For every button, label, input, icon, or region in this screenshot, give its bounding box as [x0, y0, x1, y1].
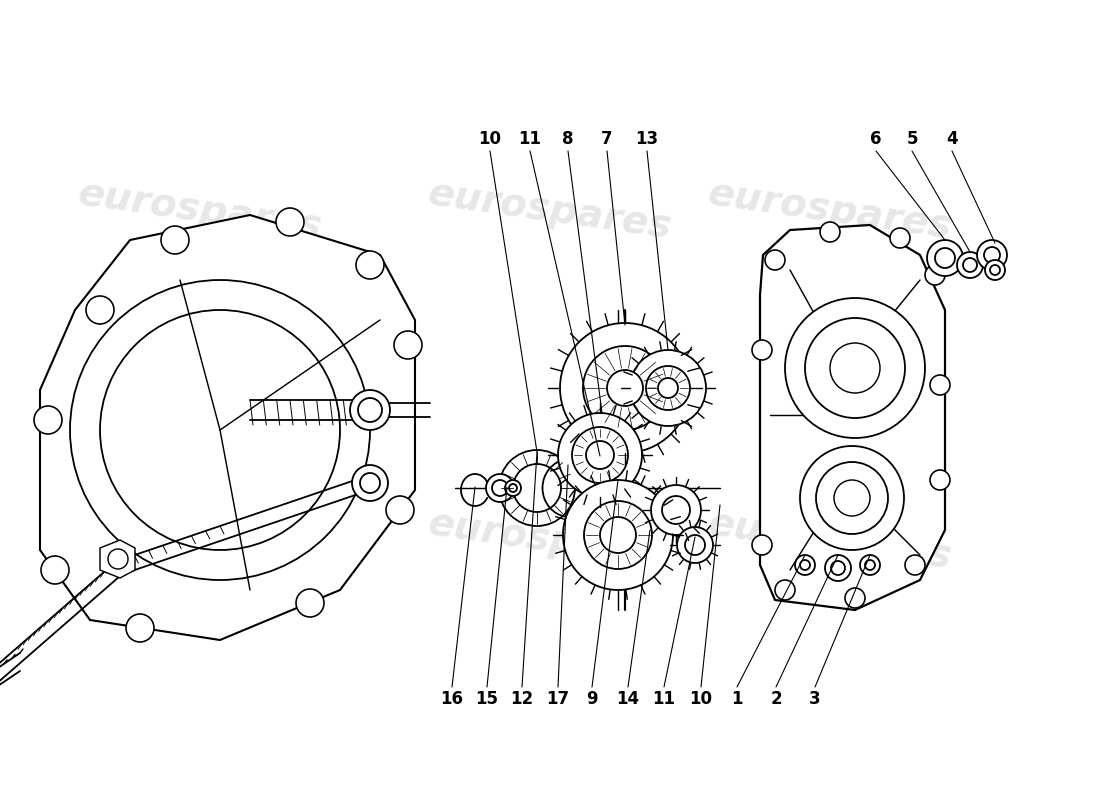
- Circle shape: [776, 580, 795, 600]
- Circle shape: [563, 480, 673, 590]
- Circle shape: [126, 614, 154, 642]
- Circle shape: [752, 340, 772, 360]
- Circle shape: [930, 375, 950, 395]
- Circle shape: [752, 535, 772, 555]
- Circle shape: [386, 496, 414, 524]
- Circle shape: [558, 413, 642, 497]
- Polygon shape: [760, 225, 945, 610]
- Circle shape: [161, 226, 189, 254]
- Text: 14: 14: [616, 690, 639, 708]
- Circle shape: [927, 240, 962, 276]
- Circle shape: [825, 555, 851, 581]
- Text: 10: 10: [690, 690, 713, 708]
- Circle shape: [785, 298, 925, 438]
- Text: 6: 6: [870, 130, 882, 148]
- Circle shape: [505, 480, 521, 496]
- Circle shape: [977, 240, 1007, 270]
- Text: eurospares: eurospares: [706, 504, 955, 576]
- Circle shape: [586, 441, 614, 469]
- Circle shape: [352, 465, 388, 501]
- Text: 5: 5: [906, 130, 917, 148]
- Text: 7: 7: [602, 130, 613, 148]
- Circle shape: [676, 527, 713, 563]
- Circle shape: [350, 390, 390, 430]
- Circle shape: [86, 296, 114, 324]
- Circle shape: [486, 474, 514, 502]
- Circle shape: [890, 228, 910, 248]
- Text: eurospares: eurospares: [426, 504, 674, 576]
- Circle shape: [560, 323, 690, 453]
- Text: 9: 9: [586, 690, 597, 708]
- Circle shape: [499, 450, 575, 526]
- Circle shape: [905, 555, 925, 575]
- Text: 3: 3: [810, 690, 821, 708]
- Circle shape: [276, 208, 304, 236]
- Text: 12: 12: [510, 690, 534, 708]
- Polygon shape: [40, 215, 415, 640]
- Circle shape: [34, 406, 62, 434]
- Polygon shape: [100, 540, 135, 578]
- Text: eurospares: eurospares: [426, 174, 674, 246]
- Text: 4: 4: [946, 130, 958, 148]
- Text: eurospares: eurospares: [76, 174, 324, 246]
- Circle shape: [930, 470, 950, 490]
- Text: 10: 10: [478, 130, 502, 148]
- Circle shape: [800, 446, 904, 550]
- Circle shape: [957, 252, 983, 278]
- Text: 8: 8: [562, 130, 574, 148]
- Circle shape: [764, 250, 785, 270]
- Text: 2: 2: [770, 690, 782, 708]
- Circle shape: [630, 350, 706, 426]
- Circle shape: [658, 378, 678, 398]
- Text: eurospares: eurospares: [706, 174, 955, 246]
- Circle shape: [600, 517, 636, 553]
- Circle shape: [795, 555, 815, 575]
- Text: 11: 11: [518, 130, 541, 148]
- Circle shape: [356, 251, 384, 279]
- Text: 13: 13: [636, 130, 659, 148]
- Circle shape: [984, 260, 1005, 280]
- Text: 1: 1: [732, 690, 742, 708]
- Circle shape: [820, 222, 840, 242]
- Circle shape: [41, 556, 69, 584]
- Text: 16: 16: [440, 690, 463, 708]
- Circle shape: [845, 588, 865, 608]
- Text: 17: 17: [547, 690, 570, 708]
- Circle shape: [394, 331, 422, 359]
- Circle shape: [296, 589, 324, 617]
- Text: 11: 11: [652, 690, 675, 708]
- Circle shape: [70, 280, 370, 580]
- Circle shape: [607, 370, 644, 406]
- Text: eurospares: eurospares: [76, 504, 324, 576]
- Circle shape: [925, 265, 945, 285]
- Text: 15: 15: [475, 690, 498, 708]
- Circle shape: [860, 555, 880, 575]
- Circle shape: [651, 485, 701, 535]
